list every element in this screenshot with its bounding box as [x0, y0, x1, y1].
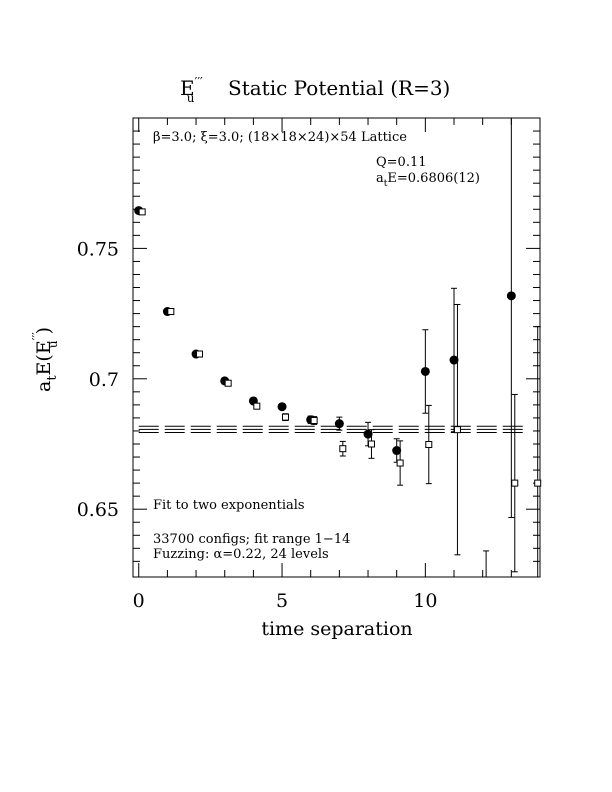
energy-t: t: [384, 179, 388, 189]
energy-annotation: atE=0.6806(12): [376, 171, 480, 189]
data-point-square: [367, 440, 375, 448]
data-point-square: [167, 308, 175, 316]
fit-lines: [138, 425, 526, 434]
data-point-square: [453, 426, 461, 434]
lattice-annotation: β=3.0; ξ=3.0; (18×18×24)×54 Lattice: [153, 130, 407, 145]
data-point-square: [511, 479, 519, 487]
data-point-square: [253, 402, 261, 410]
data-point-square: [224, 379, 232, 387]
energy-value: E=0.6806(12): [387, 171, 480, 186]
ylabel-suffix: ): [33, 327, 55, 340]
x-axis-label: time separation: [261, 618, 412, 640]
title-text: Static Potential (R=3): [228, 76, 450, 100]
energy-a: a: [376, 171, 384, 186]
data-point-square: [339, 445, 347, 453]
y-axis-label: atE(E′′′u ): [30, 327, 60, 392]
data-point-square: [310, 417, 318, 425]
q-annotation: Q=0.11: [376, 155, 427, 170]
x-tick-label: 0: [133, 590, 145, 612]
y-tick-label: 0.75: [77, 238, 119, 260]
data-point-square: [425, 441, 433, 449]
title-e: E: [180, 76, 195, 100]
data-point-square: [281, 413, 289, 421]
y-tick-label: 0.65: [77, 499, 119, 521]
data-marks: [134, 118, 542, 577]
data-point-square: [138, 208, 146, 216]
data-point-circle: [392, 446, 402, 456]
data-point-square: [534, 479, 542, 487]
configs-annotation: 33700 configs; fit range 1−14: [153, 532, 350, 547]
title-subscript: u: [187, 91, 195, 105]
data-point-circle: [506, 291, 516, 301]
data-point-square: [396, 459, 404, 467]
fuzzing-annotation: Fuzzing: α=0.22, 24 levels: [153, 547, 329, 562]
chart-title: E′′′ u Static Potential (R=3): [180, 75, 450, 105]
ylabel-superscript: ′′′: [30, 332, 44, 340]
data-point-circle: [449, 355, 459, 365]
ylabel-subscript: u: [46, 340, 60, 348]
ylabel-t: t: [45, 375, 60, 381]
x-tick-label: 5: [276, 590, 288, 612]
plot-frame: [132, 117, 541, 578]
data-point-circle: [277, 402, 287, 412]
y-tick-label: 0.7: [89, 369, 119, 391]
data-point-square: [195, 350, 203, 358]
title-superscript: ′′′: [195, 75, 203, 89]
data-point-circle: [363, 429, 373, 439]
fit-annotation: Fit to two exponentials: [153, 498, 305, 513]
x-tick-label: 10: [413, 590, 437, 612]
data-point-circle: [334, 419, 344, 429]
ylabel-a: a: [33, 381, 55, 392]
ylabel-middle: E(E: [33, 340, 55, 375]
data-point-circle: [420, 366, 430, 376]
axis-ticks: 0 5 10 0.65 0.7 0.75: [77, 118, 540, 612]
